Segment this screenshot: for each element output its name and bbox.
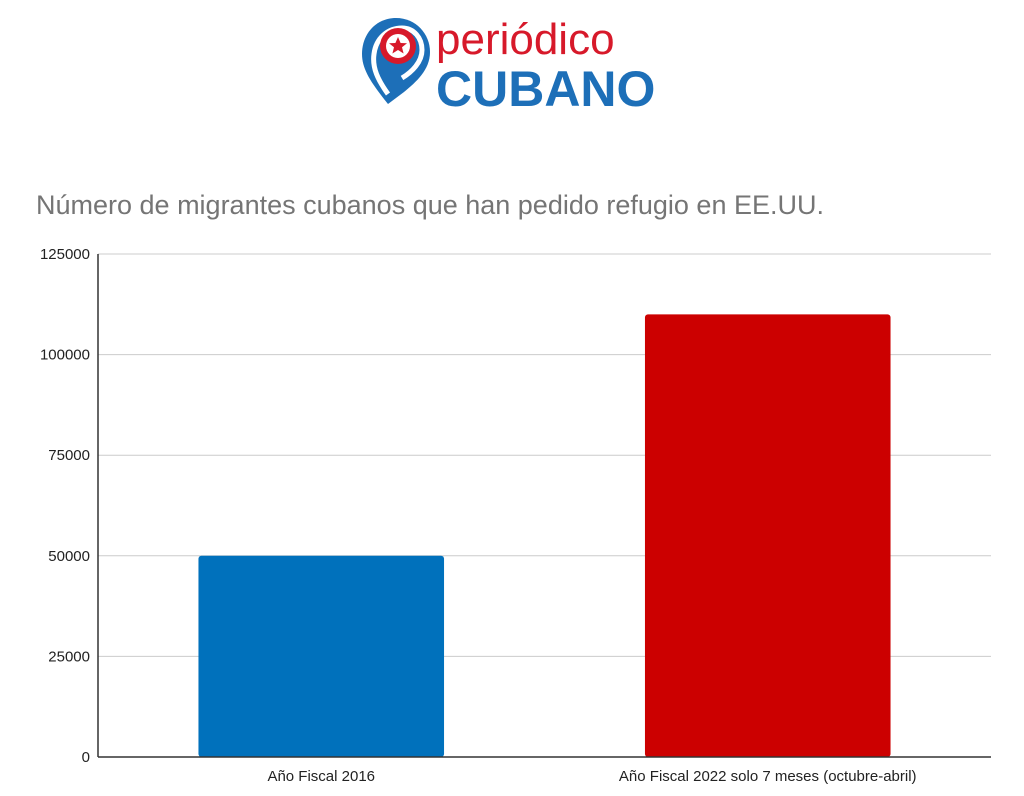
bar	[198, 555, 445, 757]
x-tick-label: Año Fiscal 2016	[267, 768, 375, 785]
brand-logo: periódico CUBANO	[362, 15, 655, 112]
bars	[198, 314, 891, 757]
x-axis-labels: Año Fiscal 2016 Año Fiscal 2022 solo 7 me…	[267, 768, 916, 785]
y-tick-label: 75000	[48, 447, 90, 464]
bar	[644, 314, 891, 757]
y-tick-label: 100000	[40, 347, 90, 364]
y-tick-label: 50000	[48, 548, 90, 565]
chart-title: Número de migrantes cubanos que han pedi…	[36, 190, 824, 220]
brand-name-line2: CUBANO	[436, 61, 655, 112]
y-tick-label: 125000	[40, 246, 90, 263]
map-pin-star-icon	[362, 18, 430, 104]
y-tick-label: 0	[82, 749, 90, 766]
brand-name-line1: periódico	[436, 15, 615, 64]
y-axis-ticks: 0 25000 50000 75000 100000 125000	[40, 246, 90, 766]
x-tick-label: Año Fiscal 2022 solo 7 meses (octubre-ab…	[619, 768, 917, 785]
y-tick-label: 25000	[48, 648, 90, 665]
